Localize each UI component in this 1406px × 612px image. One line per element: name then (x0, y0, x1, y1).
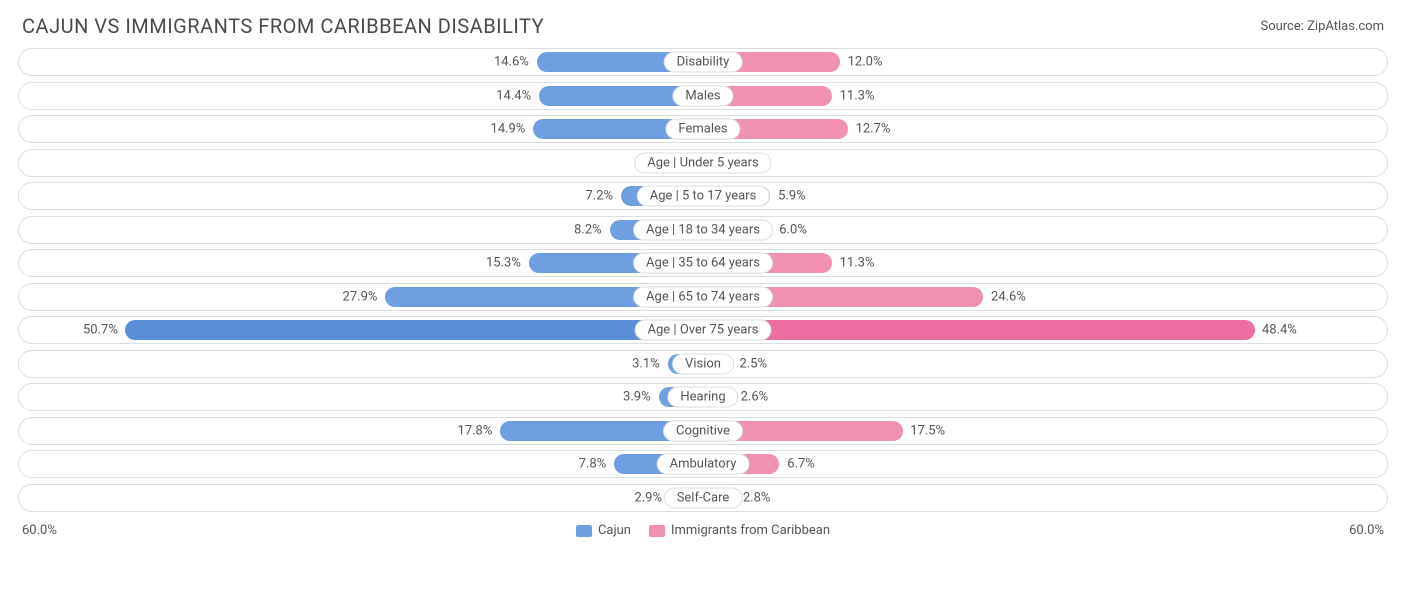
table-row: 7.2% 5.9% Age | 5 to 17 years (18, 182, 1388, 210)
chart-header: CAJUN VS IMMIGRANTS FROM CARIBBEAN DISAB… (0, 0, 1406, 48)
bar-right (703, 320, 1255, 340)
value-right: 12.0% (848, 55, 883, 70)
table-row: 14.6% 12.0% Disability (18, 48, 1388, 76)
table-row: 15.3% 11.3% Age | 35 to 64 years (18, 249, 1388, 277)
value-right: 6.0% (779, 222, 807, 237)
category-label: Disability (664, 52, 743, 73)
value-right: 24.6% (991, 289, 1026, 304)
category-label: Hearing (667, 387, 738, 408)
category-label: Ambulatory (657, 454, 750, 475)
category-label: Age | Over 75 years (635, 320, 772, 341)
value-right: 17.5% (910, 423, 945, 438)
value-right: 2.5% (739, 356, 767, 371)
axis-max-left: 60.0% (22, 523, 57, 538)
value-right: 2.8% (743, 490, 771, 505)
value-left: 8.2% (574, 222, 602, 237)
chart-title: CAJUN VS IMMIGRANTS FROM CARIBBEAN DISAB… (22, 14, 544, 38)
category-label: Age | 35 to 64 years (633, 253, 773, 274)
value-right: 5.9% (778, 189, 806, 204)
value-right: 11.3% (840, 256, 875, 271)
legend-item-right: Immigrants from Caribbean (649, 523, 830, 538)
legend-item-left: Cajun (576, 523, 631, 538)
diverging-bar-chart: 14.6% 12.0% Disability 14.4% 11.3% Males 14.9%… (0, 48, 1406, 512)
legend-swatch-right (649, 525, 665, 537)
legend-label-right: Immigrants from Caribbean (671, 523, 830, 538)
value-right: 12.7% (856, 122, 891, 137)
table-row: 2.9% 2.8%Self-Care (18, 484, 1388, 512)
table-row: 1.6%1.2%Age | Under 5 years (18, 149, 1388, 177)
chart-footer: 60.0% Cajun Immigrants from Caribbean 60… (0, 517, 1406, 538)
legend-label-left: Cajun (598, 523, 631, 538)
value-left: 3.9% (623, 390, 651, 405)
value-right: 6.7% (787, 457, 815, 472)
value-left: 3.1% (632, 356, 660, 371)
value-left: 27.9% (343, 289, 378, 304)
value-left: 14.4% (496, 88, 531, 103)
table-row: 3.1% 2.5% Vision (18, 350, 1388, 378)
category-label: Age | 5 to 17 years (637, 186, 770, 207)
value-left: 2.9% (634, 490, 662, 505)
category-label: Age | 65 to 74 years (633, 286, 773, 307)
value-left: 7.2% (585, 189, 613, 204)
legend-swatch-left (576, 525, 592, 537)
value-right: 48.4% (1262, 323, 1297, 338)
value-right: 11.3% (840, 88, 875, 103)
value-right: 2.6% (741, 390, 769, 405)
table-row: 50.7% 48.4% Age | Over 75 years (18, 316, 1388, 344)
table-row: 14.9% 12.7% Females (18, 115, 1388, 143)
table-row: 14.4% 11.3% Males (18, 82, 1388, 110)
category-label: Age | 18 to 34 years (633, 219, 773, 240)
table-row: 8.2% 6.0% Age | 18 to 34 years (18, 216, 1388, 244)
legend: Cajun Immigrants from Caribbean (576, 523, 830, 538)
value-left: 50.7% (83, 323, 118, 338)
value-left: 15.3% (486, 256, 521, 271)
category-label: Cognitive (663, 420, 743, 441)
category-label: Self-Care (664, 487, 743, 508)
value-left: 14.9% (491, 122, 526, 137)
chart-source: Source: ZipAtlas.com (1260, 19, 1384, 34)
table-row: 7.8% 6.7% Ambulatory (18, 450, 1388, 478)
category-label: Vision (672, 353, 734, 374)
table-row: 3.9% 2.6%Hearing (18, 383, 1388, 411)
axis-max-right: 60.0% (1349, 523, 1384, 538)
value-left: 7.8% (579, 457, 607, 472)
category-label: Males (672, 85, 733, 106)
category-label: Females (665, 119, 740, 140)
value-left: 17.8% (458, 423, 493, 438)
category-label: Age | Under 5 years (634, 152, 771, 173)
table-row: 17.8% 17.5% Cognitive (18, 417, 1388, 445)
value-left: 14.6% (494, 55, 529, 70)
table-row: 27.9% 24.6% Age | 65 to 74 years (18, 283, 1388, 311)
bar-left (125, 320, 703, 340)
